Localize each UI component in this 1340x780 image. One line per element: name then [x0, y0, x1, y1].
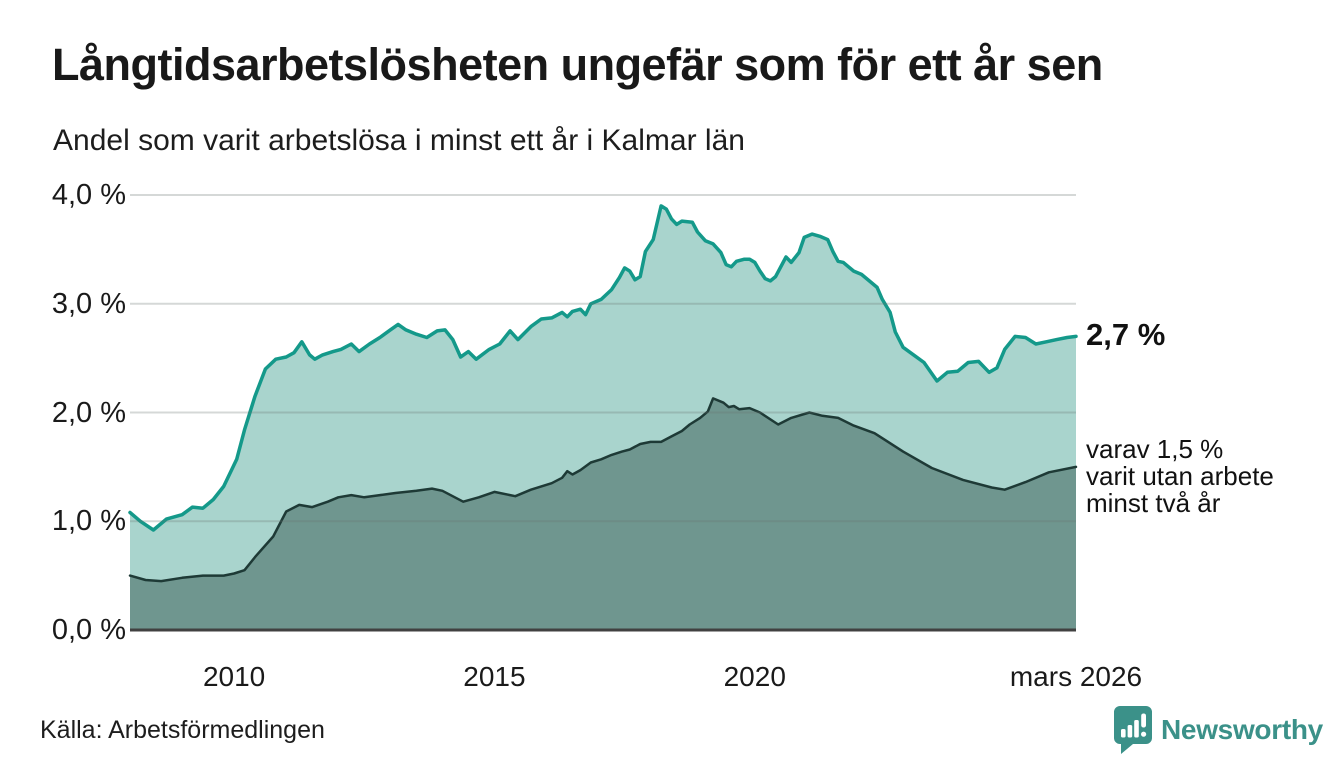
- source-label: Källa: Arbetsförmedlingen: [40, 716, 325, 744]
- latest-value-label: 2,7 %: [1086, 317, 1166, 352]
- newsworthy-logo-text: Newsworthy: [1161, 714, 1323, 745]
- series-area-minst-tva-ar: [130, 398, 1076, 630]
- newsworthy-logo: Newsworthy: [1114, 706, 1323, 754]
- page-title: Långtidsarbetslösheten ungefär som för e…: [52, 39, 1103, 90]
- newsworthy-logo-icon: [1114, 706, 1152, 754]
- secondary-series-label: varav 1,5 % varit utan arbete minst två …: [1086, 434, 1274, 518]
- chart-subtitle: Andel som varit arbetslösa i minst ett å…: [53, 124, 745, 157]
- series-line-minst-ett-ar: [128, 204, 1078, 532]
- series-line-minst-tva-ar: [128, 397, 1078, 583]
